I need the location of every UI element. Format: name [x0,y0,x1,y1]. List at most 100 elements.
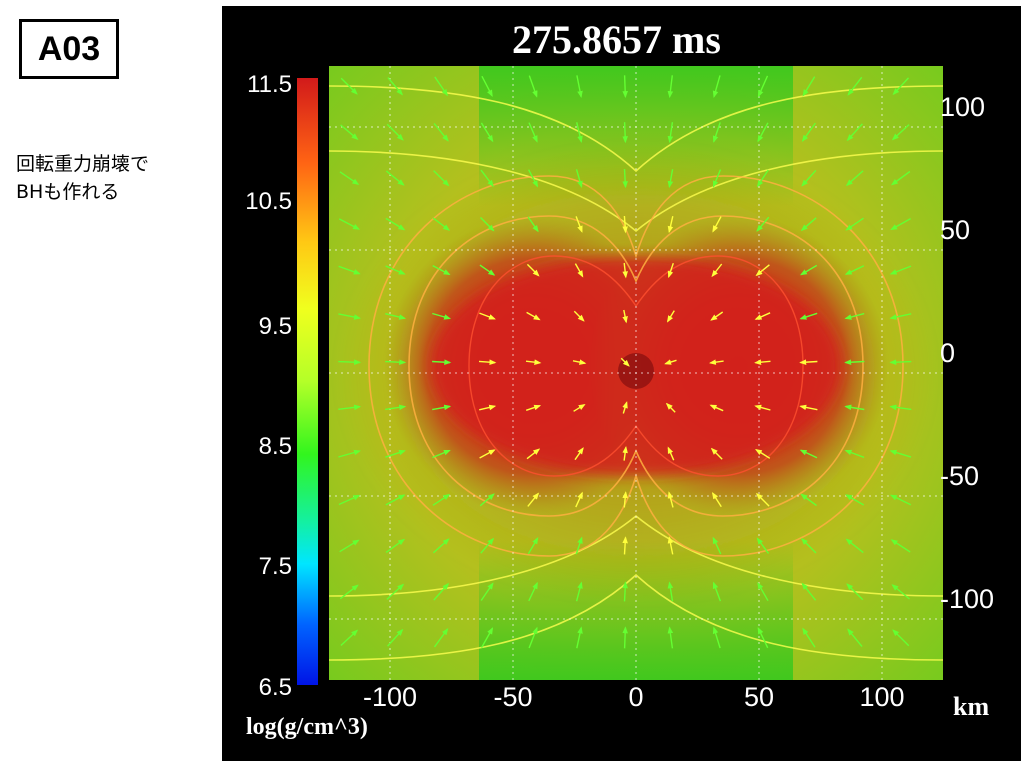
velocity-arrow-icon [667,581,674,602]
velocity-arrow-icon [801,122,816,143]
velocity-arrow-icon [338,494,361,506]
velocity-arrow-icon [385,359,407,365]
velocity-arrow-icon [432,538,450,554]
velocity-arrow-icon [525,359,542,365]
velocity-arrow-icon [480,122,494,143]
velocity-arrow-icon [528,626,538,649]
velocity-arrow-icon [800,493,817,507]
velocity-arrow-icon [622,491,628,508]
velocity-arrow-icon [845,538,864,554]
density-plot [329,66,943,680]
velocity-arrow-icon [338,218,361,230]
velocity-arrow-icon [667,75,674,99]
velocity-arrow-icon [385,313,407,320]
velocity-arrow-icon [889,404,912,411]
x-axis-tick: 0 [628,682,644,712]
velocity-arrow-icon [755,448,771,459]
velocity-arrow-icon [620,357,630,367]
velocity-arrow-icon [890,170,911,186]
velocity-arrow-icon [340,124,359,141]
velocity-arrow-icon [712,216,722,233]
velocity-arrow-icon [891,124,910,141]
velocity-arrow-icon [432,264,451,276]
velocity-arrow-icon [754,359,771,365]
velocity-arrow-icon [386,123,404,141]
velocity-arrow-icon [846,583,864,601]
velocity-arrow-icon [712,122,721,143]
velocity-arrow-icon [622,446,628,461]
velocity-arrow-icon [800,217,817,232]
velocity-arrow-icon [434,76,448,97]
velocity-arrow-icon [576,626,583,649]
velocity-arrow-icon [801,169,817,187]
velocity-arrow-icon [757,75,769,98]
velocity-arrow-icon [432,359,452,365]
y-axis-tick: 50 [940,215,971,245]
y-axis-tick: -100 [940,584,995,614]
velocity-arrow-icon [622,122,628,144]
velocity-arrow-icon [757,626,769,649]
velocity-arrow-icon [386,583,405,600]
velocity-arrow-icon [481,75,493,98]
velocity-arrow-icon [572,359,587,365]
velocity-arrow-icon [338,359,362,365]
velocity-arrow-icon [576,75,583,98]
velocity-arrow-icon [575,536,583,555]
colorbar-tick: 6.5 [258,674,292,701]
velocity-arrow-icon [667,491,674,508]
velocity-arrow-icon [385,217,406,231]
velocity-arrow-icon [846,123,863,142]
velocity-arrow-icon [667,446,675,461]
velocity-arrow-icon [709,359,724,365]
velocity-arrow-icon [338,265,361,275]
velocity-arrow-icon [385,265,406,275]
velocity-arrow-icon [526,311,541,321]
velocity-arrow-icon [889,359,912,365]
colorbar-unit-label: log(g/cm^3) [246,714,368,740]
velocity-arrow-icon [526,263,540,277]
velocity-arrow-icon [575,216,583,233]
velocity-arrow-icon [844,449,865,459]
velocity-arrow-icon [480,169,494,188]
velocity-arrow-icon [340,77,358,95]
velocity-arrow-icon [891,584,910,600]
velocity-arrow-icon [756,169,769,188]
velocity-arrow-icon [709,404,724,412]
velocity-arrow-icon [664,359,677,365]
velocity-arrow-icon [528,122,538,143]
velocity-arrow-icon [711,492,722,508]
velocity-arrow-icon [622,75,628,99]
velocity-arrow-icon [712,75,721,98]
velocity-arrow-icon [338,404,362,411]
velocity-arrow-icon [622,536,628,555]
velocity-arrow-icon [755,492,770,507]
velocity-arrow-icon [387,628,404,647]
velocity-arrow-icon [575,169,583,189]
simulation-figure: 275.8657 ms 11.5 10.5 9.5 8.5 7.5 6.5 lo… [222,6,1021,761]
side-note-line: BHも作れる [16,181,120,203]
velocity-arrow-icon [433,122,449,142]
time-label: 275.8657 ms [512,17,721,62]
velocity-arrow-icon [754,404,771,411]
velocity-arrow-icon [385,494,406,506]
velocity-arrow-icon [527,536,539,555]
velocity-arrow-icon [802,76,816,97]
velocity-arrow-icon [340,629,359,647]
velocity-arrow-icon [799,312,818,320]
velocity-arrow-icon [573,403,586,412]
velocity-arrow-icon [889,265,912,275]
velocity-arrow-icon [574,447,584,461]
velocity-arrow-icon [754,312,771,320]
velocity-arrow-icon [432,493,451,506]
velocity-arrow-icon [892,77,910,96]
side-note-line: 回転重力崩壊で [16,153,150,175]
velocity-arrow-icon [801,538,817,554]
velocity-arrow-icon [844,404,865,411]
velocity-arrow-icon [385,170,405,186]
velocity-arrow-icon [889,313,912,320]
velocity-arrow-icon [433,582,450,601]
velocity-arrow-icon [622,215,628,234]
figure-id-label: A03 [19,19,119,79]
velocity-arrow-icon [667,626,674,649]
velocity-arrow-icon [799,449,818,459]
